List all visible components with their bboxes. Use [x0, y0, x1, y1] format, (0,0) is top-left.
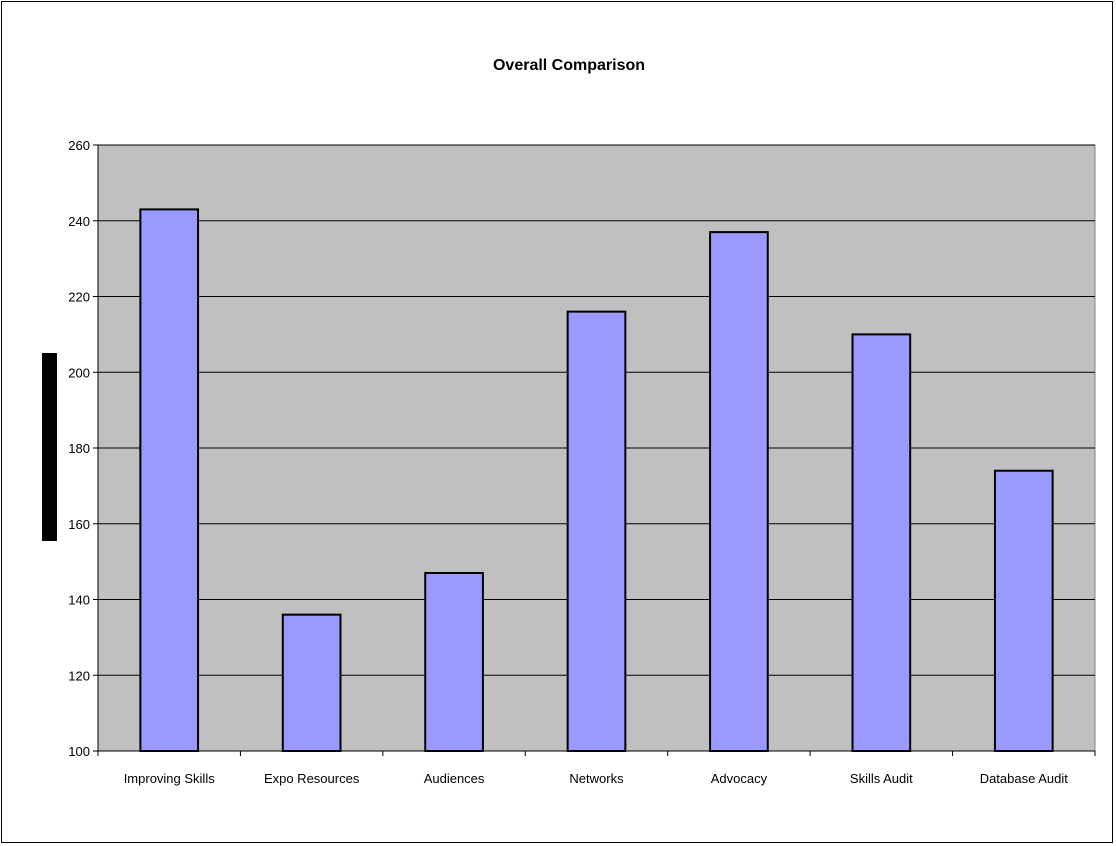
x-tick-label-3: Networks: [569, 771, 624, 786]
y-tick-label-240: 240: [68, 214, 90, 229]
bar-skills-audit: [851, 333, 912, 752]
bar-expo-resources: [281, 613, 342, 753]
y-tick-label-180: 180: [68, 441, 90, 456]
y-tick-label-260: 260: [68, 138, 90, 153]
bar-advocacy: [709, 231, 769, 753]
x-tick-label-4: Advocacy: [711, 771, 768, 786]
y-tick-label-220: 220: [68, 290, 90, 305]
y-tick-label-200: 200: [68, 365, 90, 380]
x-axis-labels: Improving Skills Expo Resources Audiences N…: [97, 751, 1096, 786]
y-tick-label-140: 140: [68, 593, 90, 608]
bar-database-audit: [993, 469, 1054, 752]
bar-networks: [566, 310, 627, 752]
bars: [139, 208, 1054, 753]
y-tick-label-160: 160: [68, 517, 90, 532]
chart-title: Overall Comparison: [493, 57, 645, 74]
y-axis-label-box: [42, 353, 57, 541]
x-tick-label-6: Database Audit: [980, 771, 1069, 786]
x-tick-label-5: Skills Audit: [850, 771, 913, 786]
x-tick-label-1: Expo Resources: [264, 771, 360, 786]
y-tick-label-120: 120: [68, 668, 90, 683]
x-tick-label-0: Improving Skills: [124, 771, 216, 786]
y-tick-label-100: 100: [68, 744, 90, 759]
x-tick-label-2: Audiences: [424, 771, 485, 786]
bar-audiences: [424, 571, 484, 752]
bar-improving-skills: [139, 208, 200, 752]
